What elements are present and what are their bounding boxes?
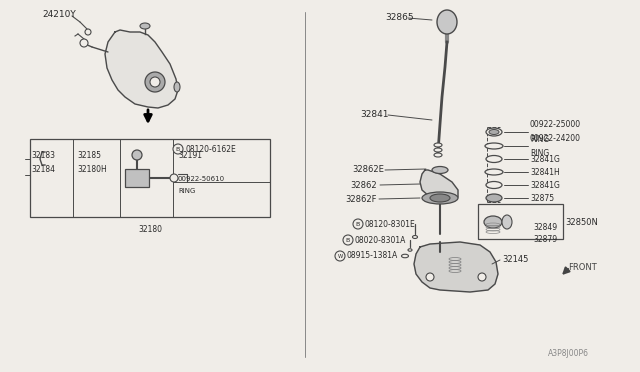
Circle shape (150, 77, 160, 87)
Text: 32865: 32865 (385, 13, 413, 22)
Text: 08020-8301A: 08020-8301A (355, 235, 406, 244)
Text: 32850N: 32850N (565, 218, 598, 227)
Text: 00922-25000: 00922-25000 (530, 120, 581, 129)
Text: A3P8J00P6: A3P8J00P6 (548, 350, 589, 359)
Text: 32862: 32862 (350, 180, 376, 189)
Text: 32841G: 32841G (530, 180, 560, 189)
Ellipse shape (401, 254, 408, 258)
Text: 32862E: 32862E (352, 164, 384, 173)
Ellipse shape (430, 194, 450, 202)
Ellipse shape (413, 235, 417, 238)
Text: 32862F: 32862F (345, 195, 376, 203)
Ellipse shape (434, 148, 442, 152)
Polygon shape (420, 170, 458, 200)
Circle shape (353, 219, 363, 229)
Ellipse shape (485, 143, 503, 149)
Text: 32184: 32184 (31, 164, 55, 173)
Ellipse shape (502, 215, 512, 229)
Circle shape (145, 72, 165, 92)
Text: 32185: 32185 (77, 151, 101, 160)
Bar (478, 204, 563, 239)
Ellipse shape (408, 249, 412, 251)
Ellipse shape (422, 192, 458, 204)
Text: B: B (356, 221, 360, 227)
Ellipse shape (484, 216, 502, 228)
Text: 32183: 32183 (31, 151, 55, 160)
Ellipse shape (486, 155, 502, 163)
Text: 32879: 32879 (533, 234, 557, 244)
Ellipse shape (485, 169, 503, 175)
Ellipse shape (437, 10, 457, 34)
Bar (125, 169, 149, 187)
Text: 32849: 32849 (533, 222, 557, 231)
Text: 00922-50610: 00922-50610 (178, 176, 225, 182)
Circle shape (132, 150, 142, 160)
Ellipse shape (486, 128, 502, 136)
Text: 08120-6162E: 08120-6162E (185, 144, 236, 154)
Ellipse shape (434, 143, 442, 147)
Text: 08915-1381A: 08915-1381A (347, 251, 398, 260)
Text: 32841H: 32841H (530, 167, 560, 176)
Text: 08120-8301E: 08120-8301E (365, 219, 416, 228)
Circle shape (335, 251, 345, 261)
Text: 32841: 32841 (360, 109, 388, 119)
Circle shape (343, 235, 353, 245)
Text: RING: RING (530, 135, 549, 144)
Text: 32191: 32191 (178, 151, 202, 160)
Circle shape (478, 273, 486, 281)
Ellipse shape (489, 129, 499, 135)
Circle shape (426, 273, 434, 281)
Text: B: B (176, 147, 180, 151)
Ellipse shape (432, 167, 448, 173)
Polygon shape (414, 242, 498, 292)
Circle shape (85, 29, 91, 35)
Text: B: B (346, 237, 350, 243)
Circle shape (170, 174, 178, 182)
Ellipse shape (486, 194, 502, 202)
Bar (30, 139, 270, 217)
Circle shape (80, 39, 88, 47)
Text: 24210Y: 24210Y (42, 10, 76, 19)
Ellipse shape (434, 153, 442, 157)
Text: 32180: 32180 (138, 224, 162, 234)
Text: W: W (337, 253, 342, 259)
Text: 32841G: 32841G (530, 154, 560, 164)
Text: RING: RING (178, 188, 195, 194)
Circle shape (173, 144, 183, 154)
Text: FRONT: FRONT (568, 263, 596, 272)
Ellipse shape (486, 182, 502, 189)
Text: 32875: 32875 (530, 193, 554, 202)
Ellipse shape (140, 23, 150, 29)
Text: 32180H: 32180H (77, 164, 107, 173)
Text: RING: RING (530, 149, 549, 158)
Ellipse shape (174, 82, 180, 92)
Text: 32145: 32145 (502, 256, 529, 264)
Text: 00922-24200: 00922-24200 (530, 134, 581, 143)
Polygon shape (105, 30, 178, 108)
